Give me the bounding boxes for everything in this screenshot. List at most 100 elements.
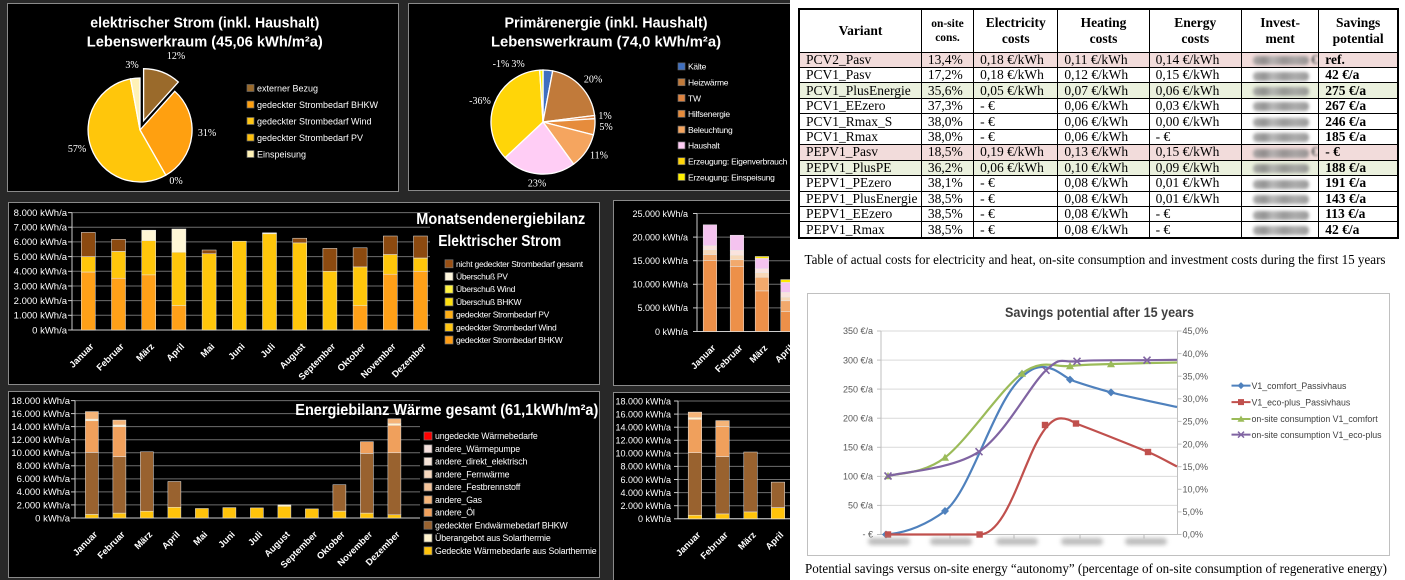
svg-text:März: März [736, 530, 758, 552]
svg-text:2.000 kWh/a: 2.000 kWh/a [17, 500, 71, 511]
svg-text:4.000 kWh/a: 4.000 kWh/a [17, 487, 71, 498]
svg-text:5%: 5% [599, 122, 612, 133]
svg-text:4.000 kWh/a: 4.000 kWh/a [14, 267, 68, 278]
svg-text:Energiebilanz Wärme gesamt (61: Energiebilanz Wärme gesamt (61,1kWh/m²a) [295, 402, 598, 419]
svg-text:Februar: Februar [713, 343, 745, 375]
svg-text:andere_Öl: andere_Öl [435, 508, 475, 518]
svg-text:Februar: Februar [96, 529, 128, 561]
svg-text:1.000 kWh/a: 1.000 kWh/a [14, 311, 68, 322]
svg-text:12%: 12% [167, 51, 185, 62]
svg-text:5,0%: 5,0% [1183, 507, 1204, 517]
svg-text:April: April [164, 341, 186, 363]
svg-text:10.000 kWh/a: 10.000 kWh/a [615, 449, 671, 459]
svg-text:12.000 kWh/a: 12.000 kWh/a [11, 435, 70, 446]
svg-text:on-site consumption V1_eco-plu: on-site consumption V1_eco-plus [1252, 430, 1383, 440]
svg-text:Erzeugung: Eigenverbrauch: Erzeugung: Eigenverbrauch [688, 157, 788, 167]
svg-text:Elektrischer Strom: Elektrischer Strom [438, 233, 561, 250]
svg-text:31%: 31% [198, 128, 216, 139]
svg-text:Potential savings versus on-si: Potential savings versus on-site energy … [805, 561, 1387, 576]
svg-text:on-site consumption V1_comfort: on-site consumption V1_comfort [1252, 414, 1379, 424]
svg-text:Beleuchtung: Beleuchtung [688, 125, 733, 135]
svg-text:10.000 kWh/a: 10.000 kWh/a [632, 280, 688, 290]
svg-text:40,0%: 40,0% [1183, 349, 1209, 359]
svg-text:Februar: Februar [95, 341, 127, 373]
svg-text:10,0%: 10,0% [1183, 485, 1209, 495]
svg-text:-1%: -1% [493, 59, 510, 70]
svg-text:0 kWh/a: 0 kWh/a [32, 325, 68, 336]
svg-text:August: August [278, 341, 307, 370]
svg-text:300 €/a: 300 €/a [843, 355, 873, 365]
svg-text:Savings potential after 15 yea: Savings potential after 15 years [1005, 305, 1194, 320]
svg-text:15,0%: 15,0% [1183, 462, 1209, 472]
svg-text:elektrischer Strom (inkl. Haus: elektrischer Strom (inkl. Haushalt) [90, 16, 319, 32]
svg-text:Heizwärme: Heizwärme [688, 78, 729, 88]
svg-text:April: April [764, 530, 786, 552]
svg-text:200 €/a: 200 €/a [843, 413, 873, 423]
svg-text:3%: 3% [125, 60, 138, 71]
svg-text:gedeckter Endwärmebedarf BHKW: gedeckter Endwärmebedarf BHKW [435, 520, 568, 530]
svg-text:0%: 0% [169, 176, 182, 187]
svg-text:57%: 57% [68, 144, 86, 155]
svg-text:150 €/a: 150 €/a [843, 443, 873, 453]
svg-text:6.000 kWh/a: 6.000 kWh/a [14, 237, 68, 248]
svg-text:April: April [160, 529, 182, 551]
svg-text:20,0%: 20,0% [1183, 439, 1209, 449]
svg-text:externer Bezug: externer Bezug [257, 84, 318, 94]
svg-text:18.000 kWh/a: 18.000 kWh/a [615, 396, 671, 406]
svg-text:45,0%: 45,0% [1183, 326, 1209, 336]
svg-text:50 €/a: 50 €/a [848, 501, 873, 511]
svg-text:Überschuß PV: Überschuß PV [456, 272, 508, 282]
svg-text:250 €/a: 250 €/a [843, 384, 873, 394]
svg-text:Kälte: Kälte [688, 62, 707, 72]
svg-text:0,0%: 0,0% [1183, 530, 1204, 540]
svg-text:Erzeugung: Einspeisung: Erzeugung: Einspeisung [688, 172, 775, 182]
svg-text:Table of actual costs for elec: Table of actual costs for electricity an… [805, 252, 1386, 267]
svg-text:12.000 kWh/a: 12.000 kWh/a [615, 436, 671, 446]
svg-text:8.000 kWh/a: 8.000 kWh/a [620, 462, 671, 472]
svg-text:Februar: Februar [699, 530, 731, 562]
svg-text:Mai: Mai [191, 529, 209, 547]
svg-text:gedeckter Strombedarf BHKW: gedeckter Strombedarf BHKW [456, 335, 563, 345]
svg-text:4.000 kWh/a: 4.000 kWh/a [620, 488, 671, 498]
svg-text:100 €/a: 100 €/a [843, 472, 873, 482]
svg-text:3%: 3% [511, 59, 524, 70]
svg-text:350 €/a: 350 €/a [843, 326, 873, 336]
svg-text:Primärenergie (inkl. Haushalt): Primärenergie (inkl. Haushalt) [505, 16, 708, 32]
svg-text:2.000 kWh/a: 2.000 kWh/a [620, 501, 671, 511]
svg-text:23%: 23% [528, 179, 546, 190]
svg-text:Gedeckte Wärmebedarfe aus Sola: Gedeckte Wärmebedarfe aus Solarthermie [435, 546, 597, 556]
svg-text:1%: 1% [598, 111, 611, 122]
svg-text:20%: 20% [584, 75, 602, 86]
svg-text:6.000 kWh/a: 6.000 kWh/a [620, 475, 671, 485]
svg-text:14.000 kWh/a: 14.000 kWh/a [11, 422, 70, 433]
svg-text:-36%: -36% [469, 96, 491, 107]
svg-text:16.000 kWh/a: 16.000 kWh/a [615, 409, 671, 419]
svg-text:gedeckter Strombedarf BHKW: gedeckter Strombedarf BHKW [257, 100, 379, 110]
svg-text:18.000 kWh/a: 18.000 kWh/a [11, 396, 70, 407]
svg-text:0 kWh/a: 0 kWh/a [35, 513, 71, 524]
svg-text:35,0%: 35,0% [1183, 371, 1209, 381]
svg-text:Lebenswerkraum (45,06 kWh/m²a): Lebenswerkraum (45,06 kWh/m²a) [87, 35, 323, 51]
svg-text:gedeckter Strombedarf PV: gedeckter Strombedarf PV [257, 133, 363, 143]
svg-text:7.000 kWh/a: 7.000 kWh/a [14, 223, 68, 234]
svg-text:20.000 kWh/a: 20.000 kWh/a [632, 232, 688, 242]
svg-text:Juli: Juli [259, 341, 277, 359]
svg-text:andere_Fernwärme: andere_Fernwärme [435, 469, 510, 479]
svg-text:2.000 kWh/a: 2.000 kWh/a [14, 296, 68, 307]
svg-text:nicht gedeckter Strombedarf ge: nicht gedeckter Strombedarf gesamt [456, 259, 584, 269]
svg-text:Lebenswerkraum (74,0 kWh/m²a): Lebenswerkraum (74,0 kWh/m²a) [491, 35, 721, 51]
svg-text:Juni: Juni [216, 529, 236, 549]
svg-text:April: April [773, 343, 790, 365]
svg-text:Einspeisung: Einspeisung [257, 150, 306, 160]
svg-text:- €: - € [862, 530, 873, 540]
svg-text:gedeckter Strombedarf PV: gedeckter Strombedarf PV [456, 310, 550, 320]
svg-text:andere_Gas: andere_Gas [435, 495, 483, 505]
svg-text:0 kWh/a: 0 kWh/a [655, 327, 688, 337]
svg-text:Hilfsenergie: Hilfsenergie [688, 109, 730, 119]
svg-text:Monatsendenergiebilanz: Monatsendenergiebilanz [416, 211, 585, 228]
svg-text:3.000 kWh/a: 3.000 kWh/a [14, 281, 68, 292]
svg-text:14.000 kWh/a: 14.000 kWh/a [615, 422, 671, 432]
svg-text:Überschuß Wind: Überschuß Wind [456, 284, 516, 294]
svg-text:25,0%: 25,0% [1183, 417, 1209, 427]
svg-text:März: März [132, 529, 154, 551]
